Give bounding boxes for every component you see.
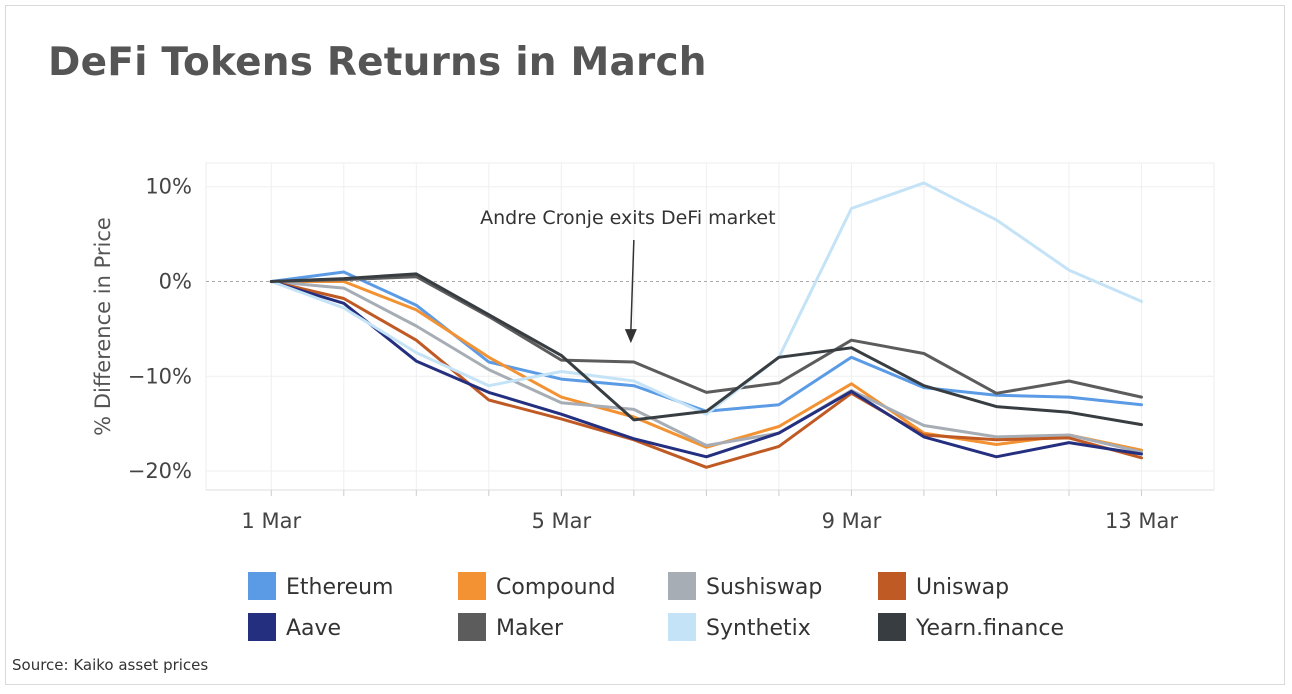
legend: Ethereum Compound Sushiswap Uniswap Aave Make…: [248, 572, 1064, 641]
x-tick-label: 1 Mar: [241, 509, 301, 533]
series-line-maker: [269, 275, 1143, 399]
series-line-sushiswap: [269, 280, 1143, 454]
legend-label-uniswap: Uniswap: [916, 575, 1009, 600]
legend-swatch-aave: [248, 613, 276, 641]
legend-swatch-compound: [458, 572, 486, 600]
legend-swatch-uniswap: [878, 572, 906, 600]
annotation: Andre Cronje exits DeFi market: [480, 207, 776, 344]
y-tick-label: −10%: [128, 364, 192, 388]
legend-swatch-synthetix: [668, 613, 696, 641]
annotation-arrow-shaft: [630, 239, 635, 332]
annotation-arrowhead: [624, 329, 637, 344]
legend-label-synthetix: Synthetix: [706, 616, 811, 641]
series-line-yearn-finance: [269, 272, 1143, 427]
legend-label-compound: Compound: [496, 575, 616, 600]
legend-label-sushiswap: Sushiswap: [706, 575, 822, 600]
x-tick-label: 5 Mar: [532, 509, 592, 533]
legend-label-aave: Aave: [286, 616, 341, 641]
legend-label-yearn-finance: Yearn.finance: [915, 616, 1064, 641]
series-line-aave: [269, 280, 1143, 459]
legend-label-ethereum: Ethereum: [286, 575, 393, 600]
series-line-synthetix: [269, 181, 1143, 416]
series-line-uniswap: [269, 280, 1143, 469]
series-lines: [269, 181, 1143, 469]
y-tick-label: 10%: [145, 175, 192, 199]
source-note: Source: Kaiko asset prices: [12, 656, 209, 674]
legend-swatch-sushiswap: [668, 572, 696, 600]
x-tick-label: 9 Mar: [822, 509, 882, 533]
legend-swatch-ethereum: [248, 572, 276, 600]
legend-swatch-yearn-finance: [878, 613, 906, 641]
annotation-text: Andre Cronje exits DeFi market: [480, 207, 775, 229]
series-line-compound: [269, 280, 1143, 452]
y-tick-label: 0%: [159, 269, 192, 293]
y-tick-label: −20%: [128, 459, 192, 483]
chart-title: DeFi Tokens Returns in March: [48, 40, 707, 85]
chart-frame: [5, 5, 1285, 685]
x-tick-label: 13 Mar: [1105, 509, 1178, 533]
legend-swatch-maker: [458, 613, 486, 641]
axes: 10% 0% −10% −20% 1 Mar 5 Mar 9 Mar 13 Mar % Diff…: [91, 175, 1214, 533]
y-axis-title: % Difference in Price: [91, 217, 115, 436]
legend-label-maker: Maker: [496, 616, 564, 641]
